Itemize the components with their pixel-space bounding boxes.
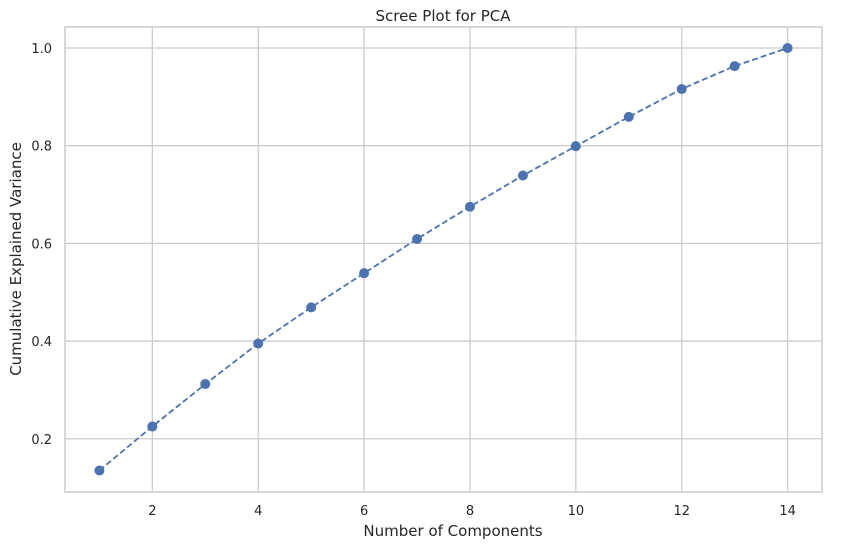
- data-point: [200, 379, 211, 390]
- data-point: [729, 61, 740, 72]
- grid: [65, 27, 822, 492]
- plot-frame: [64, 26, 823, 493]
- data-point: [782, 43, 793, 54]
- data-point: [306, 302, 317, 313]
- data-point: [676, 84, 687, 95]
- y-axis-label: Cumulative Explained Variance: [7, 142, 25, 376]
- data-point: [94, 465, 105, 476]
- x-tick-label: 2: [148, 504, 156, 519]
- data-point: [623, 111, 634, 122]
- data-point: [464, 201, 475, 212]
- series-line: [98, 47, 788, 472]
- data-point: [147, 421, 158, 432]
- x-tick-label: 10: [568, 504, 585, 519]
- x-tick-label: 6: [360, 504, 368, 519]
- data-point: [359, 268, 370, 279]
- y-tick-label: 0.6: [31, 237, 52, 252]
- data-point: [412, 233, 423, 244]
- x-tick-label: 4: [254, 504, 262, 519]
- x-axis-label: Number of Components: [363, 522, 542, 540]
- x-tick-label: 12: [673, 504, 690, 519]
- x-ticks: 2 4 6 8 10 12 14: [148, 504, 796, 519]
- x-tick-label: 8: [466, 504, 474, 519]
- y-tick-label: 1.0: [31, 42, 52, 57]
- chart-title: Scree Plot for PCA: [375, 7, 511, 25]
- y-tick-label: 0.2: [31, 433, 52, 448]
- x-tick-label: 14: [779, 504, 796, 519]
- y-tick-label: 0.8: [31, 140, 52, 155]
- y-ticks: 0.2 0.4 0.6 0.8 1.0: [31, 42, 52, 448]
- data-point: [253, 338, 264, 349]
- data-point: [570, 141, 581, 152]
- series-cumulative-variance: [94, 43, 793, 476]
- data-point: [517, 170, 528, 181]
- y-tick-label: 0.4: [31, 335, 52, 350]
